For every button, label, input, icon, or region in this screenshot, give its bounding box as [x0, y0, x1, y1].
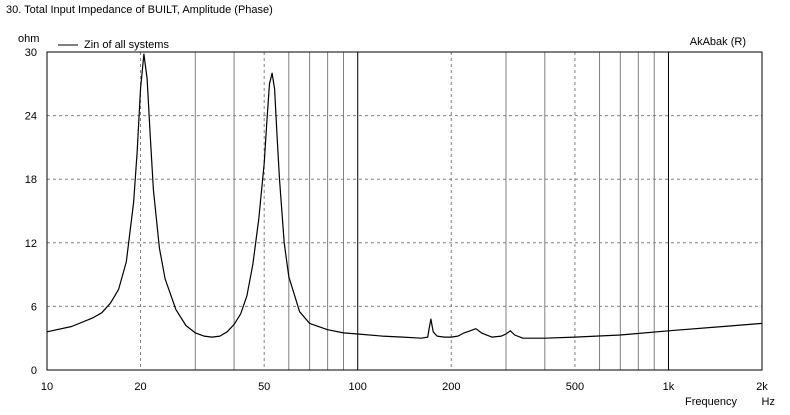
x-axis-unit: Hz — [762, 396, 775, 408]
series-line — [46, 53, 763, 339]
grid-lines — [47, 52, 762, 370]
y-tick-label: 6 — [31, 301, 37, 313]
plot-area-border — [46, 51, 763, 371]
y-axis-label: ohm — [18, 33, 39, 45]
y-tick-label: 24 — [25, 111, 37, 123]
x-tick-label: 200 — [442, 381, 460, 393]
tick-labels: 10 20 50 100 200 500 1k 2k 0 6 12 18 24 30 — [25, 47, 769, 393]
x-axis-label: Frequency — [685, 396, 737, 408]
x-tick-label: 500 — [566, 381, 584, 393]
y-tick-label: 30 — [25, 47, 37, 59]
chart-title: 30. Total Input Impedance of BUILT, Ampl… — [6, 4, 273, 16]
x-tick-label: 50 — [258, 381, 270, 393]
legend: Zin of all systems — [58, 39, 169, 51]
software-label: AkAbak (R) — [690, 36, 746, 48]
series-layer — [46, 53, 763, 339]
x-tick-label: 2k — [756, 381, 768, 393]
x-tick-label: 100 — [349, 381, 367, 393]
x-tick-label: 1k — [663, 381, 675, 393]
y-tick-label: 0 — [31, 365, 37, 377]
x-tick-label: 20 — [134, 381, 146, 393]
legend-label: Zin of all systems — [84, 39, 169, 51]
x-tick-label: 10 — [41, 381, 53, 393]
y-tick-label: 12 — [25, 238, 37, 250]
y-tick-label: 18 — [25, 174, 37, 186]
